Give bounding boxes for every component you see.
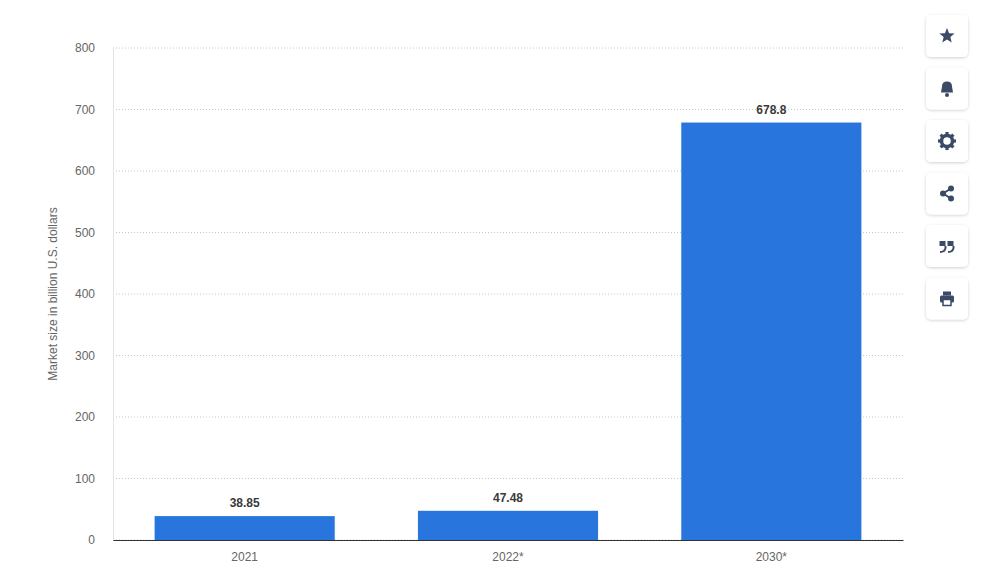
x-axis-line — [114, 540, 904, 541]
toolbar-button[interactable] — [926, 68, 968, 110]
bar — [681, 123, 861, 540]
y-tick-label: 600 — [75, 164, 95, 178]
grid — [113, 48, 903, 540]
gear-icon-tooth — [940, 134, 945, 139]
toolbar-button-bg[interactable] — [926, 173, 968, 215]
y-tick: 200 — [75, 410, 113, 424]
gear-icon-tooth — [949, 143, 954, 148]
toolbar-button[interactable] — [926, 15, 968, 57]
y-axis: 0 100 200 300 400 500 600 700 800 — [75, 41, 114, 547]
toolbar-button[interactable] — [926, 278, 968, 320]
data-label: 38.85 — [230, 496, 260, 510]
toolbar-button-bg[interactable] — [926, 225, 968, 267]
y-tick: 100 — [75, 472, 113, 486]
y-tick-label: 400 — [75, 287, 95, 301]
gear-icon-tooth — [945, 146, 948, 150]
y-tick: 300 — [75, 349, 113, 363]
x-tick: 2022* — [492, 550, 524, 564]
y-tick: 500 — [75, 226, 113, 240]
share-icon-node — [940, 191, 946, 197]
y-tick-label: 500 — [75, 226, 95, 240]
y-tick: 0 — [88, 533, 113, 547]
gear-icon-tooth — [940, 143, 945, 148]
x-tick-label: 2021 — [231, 550, 258, 564]
x-tick: 2021 — [231, 550, 258, 564]
quote-icon-tail — [940, 246, 946, 252]
toolbar-button[interactable] — [926, 120, 968, 162]
quote-icon-tail — [948, 246, 954, 252]
quote-icon — [940, 241, 946, 246]
y-tick-label: 300 — [75, 349, 95, 363]
x-axis: 2021 2022* 2030* — [114, 541, 904, 564]
data-label: 678.8 — [756, 103, 786, 117]
data-label: 47.48 — [493, 491, 523, 505]
quote-icon — [948, 241, 954, 246]
chart-container: 0 100 200 300 400 500 600 700 800 2021 2022* 2030* 3… — [0, 0, 983, 570]
print-icon-paper — [943, 300, 951, 306]
toolbar-button[interactable] — [926, 173, 968, 215]
y-tick: 400 — [75, 287, 113, 301]
grid-line — [113, 48, 903, 49]
share-icon-node — [948, 196, 954, 202]
y-tick: 800 — [75, 41, 113, 55]
y-axis-line — [113, 49, 114, 541]
y-axis-title: Market size in billion U.S. dollars — [46, 207, 60, 380]
toolbar-button[interactable] — [926, 225, 968, 267]
toolbar-button-bg[interactable] — [926, 120, 968, 162]
bar — [155, 516, 335, 540]
toolbar-button-bg[interactable] — [926, 278, 968, 320]
plot: 0 100 200 300 400 500 600 700 800 2021 2022* 2030* 3… — [75, 41, 904, 563]
y-tick: 600 — [75, 164, 113, 178]
star-icon — [939, 28, 954, 42]
bell-icon-clapper — [945, 93, 949, 97]
share-icon-node — [948, 186, 954, 192]
toolbar-button-bg[interactable] — [926, 15, 968, 57]
y-tick: 700 — [75, 103, 113, 117]
gear-icon-tooth — [938, 139, 942, 142]
y-tick-label: 700 — [75, 103, 95, 117]
chart-svg: 0 100 200 300 400 500 600 700 800 2021 2022* 2030* 3… — [0, 0, 983, 570]
gear-icon-tooth — [949, 134, 954, 139]
bar — [418, 511, 598, 540]
y-tick-label: 0 — [88, 533, 95, 547]
x-tick: 2030* — [756, 550, 788, 564]
y-tick-label: 800 — [75, 41, 95, 55]
toolbar — [926, 15, 968, 320]
y-tick-label: 100 — [75, 472, 95, 486]
gear-icon-tooth — [952, 139, 956, 142]
x-tick-label: 2030* — [756, 550, 788, 564]
x-tick-label: 2022* — [492, 550, 524, 564]
bell-icon — [941, 82, 953, 93]
y-tick-label: 200 — [75, 410, 95, 424]
toolbar-button-bg[interactable] — [926, 68, 968, 110]
bars — [155, 123, 862, 540]
gear-icon-tooth — [945, 132, 948, 136]
data-labels: 38.85 47.48 678.8 — [230, 103, 787, 511]
print-icon-top — [943, 292, 951, 296]
